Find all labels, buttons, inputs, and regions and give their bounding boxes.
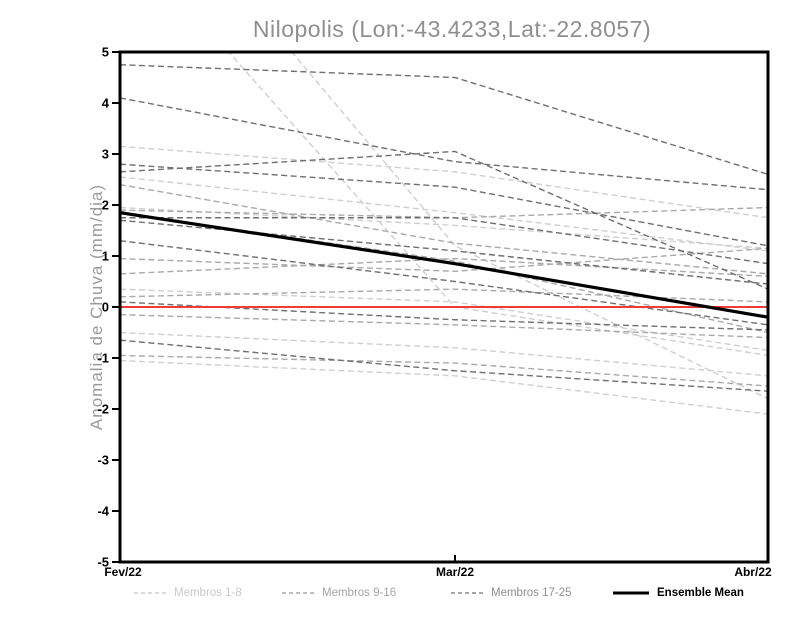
member-line-g2-6 bbox=[121, 313, 767, 339]
member-line-g1-5 bbox=[121, 206, 767, 249]
member-line-g1-6 bbox=[121, 288, 767, 351]
member-line-g3-7 bbox=[121, 240, 767, 326]
legend-label-ensemble-mean: Ensemble Mean bbox=[657, 587, 744, 599]
legend-label-membros-17-25: Membros 17-25 bbox=[491, 587, 572, 599]
ensemble-mean-line bbox=[121, 211, 767, 319]
member-line-g3-8 bbox=[121, 301, 767, 331]
legend-label-membros-1-8: Membros 1-8 bbox=[174, 587, 242, 599]
chart-title: Nilopolis (Lon:-43.4233,Lat:-22.8057) bbox=[252, 16, 652, 42]
member-line-g2-4 bbox=[121, 257, 767, 278]
member-line-g3-1 bbox=[121, 64, 767, 175]
member-line-g1-4 bbox=[121, 176, 767, 252]
y-tick-label-5: 5 bbox=[102, 45, 109, 60]
legend-item-ensemble-mean: Ensemble Mean bbox=[612, 586, 744, 600]
member-line-g2-5 bbox=[121, 288, 767, 303]
legend-label-membros-9-16: Membros 9-16 bbox=[322, 587, 397, 599]
member-line-g2-7 bbox=[121, 354, 767, 387]
member-line-g2-8 bbox=[121, 212, 767, 333]
member-line-g1-3 bbox=[121, 145, 767, 219]
member-line-g2-2 bbox=[121, 206, 767, 219]
member-line-g1-8 bbox=[121, 359, 767, 415]
member-line-g1-7 bbox=[121, 331, 767, 377]
member-line-g3-4 bbox=[121, 150, 767, 290]
legend-line-sample-dark-dashed-icon bbox=[451, 592, 483, 594]
member-line-g3-6 bbox=[121, 219, 767, 285]
member-line-g3-3 bbox=[121, 163, 767, 247]
y-tick-label-3: 3 bbox=[102, 147, 109, 162]
member-line-g2-3 bbox=[121, 247, 767, 273]
y-tick-label--5: -5 bbox=[97, 555, 109, 570]
member-line-g3-5 bbox=[121, 217, 767, 265]
y-tick-label--3: -3 bbox=[97, 453, 109, 468]
y-tick-label--4: -4 bbox=[97, 504, 109, 519]
legend-item-membros-1-8: Membros 1-8 bbox=[133, 586, 242, 600]
y-tick-label-2: 2 bbox=[102, 198, 109, 213]
legend-item-membros-9-16: Membros 9-16 bbox=[281, 586, 396, 600]
legend-item-membros-17-25: Membros 17-25 bbox=[450, 586, 572, 600]
member-line-g3-9 bbox=[121, 339, 767, 392]
legend-line-sample-medium-dashed-icon bbox=[282, 592, 314, 594]
x-tick-label-abr: Abr/22 bbox=[734, 565, 772, 579]
x-tick-label-mar: Mar/22 bbox=[435, 565, 475, 579]
member-line-g1-2 bbox=[291, 53, 767, 400]
legend-line-sample-black-solid-icon bbox=[613, 591, 649, 595]
y-tick-label-1: 1 bbox=[102, 249, 109, 264]
x-tick-label-fev: Fev/22 bbox=[104, 565, 142, 579]
y-tick-label--2: -2 bbox=[97, 402, 109, 417]
y-tick-label--1: -1 bbox=[97, 351, 109, 366]
y-tick-label-4: 4 bbox=[102, 96, 110, 111]
legend-line-sample-light-dashed-icon bbox=[134, 592, 166, 594]
y-tick-label-0: 0 bbox=[102, 300, 109, 315]
